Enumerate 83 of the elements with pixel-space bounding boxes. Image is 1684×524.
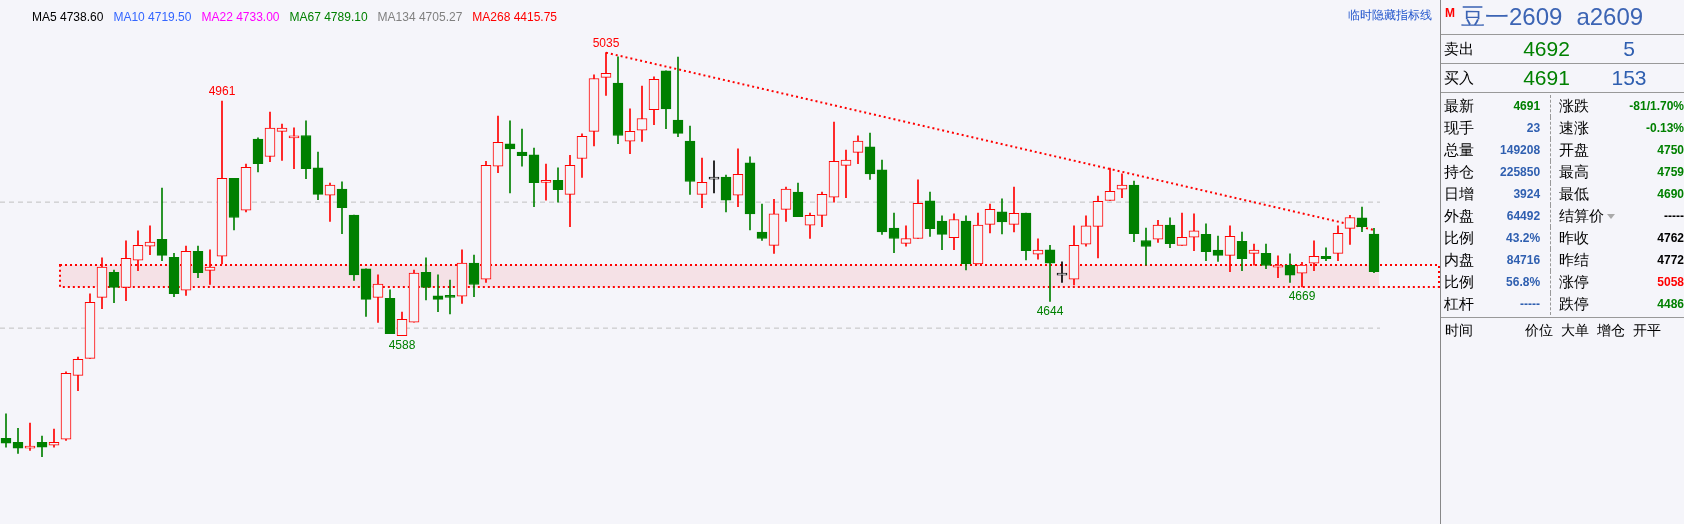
candlestick: [672, 56, 684, 138]
text: 64492: [1480, 205, 1552, 227]
text: 时间: [1445, 322, 1473, 340]
text: 比例: [1443, 272, 1475, 292]
text: 大单: [1561, 322, 1589, 340]
text: -81/1.70%: [1628, 99, 1684, 113]
text: 持仓: [1443, 162, 1475, 182]
text: -----: [1663, 209, 1684, 223]
text: 日增: [1443, 184, 1475, 204]
text: 买入: [1444, 68, 1475, 88]
text: 最低: [1559, 184, 1590, 204]
text: 225850: [1480, 161, 1552, 183]
text: 4759: [1656, 165, 1684, 179]
text: 涨跌: [1559, 96, 1590, 116]
text: 4692: [1522, 37, 1571, 61]
text: 4644: [1036, 303, 1064, 318]
text: 56.8%: [1480, 271, 1552, 293]
candlestick: [48, 428, 60, 448]
text: 结算价: [1559, 206, 1605, 226]
candlestick: [1188, 213, 1200, 251]
text: 总量: [1443, 140, 1475, 160]
text: 153: [1610, 66, 1648, 90]
text: 4691: [1480, 95, 1552, 117]
text: 开平: [1633, 322, 1661, 340]
candlestick: [840, 149, 852, 198]
text: 外盘: [1443, 206, 1475, 226]
text: 临时隐藏指标线: [1348, 7, 1432, 24]
text: MA5 4738.60: [32, 10, 104, 24]
candlestick: [1140, 227, 1152, 266]
text: 4762: [1656, 231, 1684, 245]
text: 84716: [1480, 249, 1552, 271]
text: 豆一2609: [1461, 2, 1563, 32]
text: 增仓: [1597, 322, 1625, 340]
text: 跌停: [1559, 294, 1590, 314]
text: 昨收: [1559, 228, 1590, 248]
text: MA134 4705.27: [377, 10, 463, 24]
text: 4750: [1656, 143, 1684, 157]
text: MA22 4733.00: [201, 10, 280, 24]
text: 昨结: [1559, 250, 1590, 270]
candlestick: [540, 163, 552, 201]
text: 3924: [1480, 183, 1552, 205]
candlestick: [276, 123, 288, 161]
candlestick: [156, 187, 168, 261]
text: 开盘: [1559, 140, 1590, 160]
text: a2609: [1576, 3, 1644, 31]
text: MA10 4719.50: [113, 10, 192, 24]
candlestick: [1056, 261, 1068, 283]
text: 4690: [1656, 187, 1684, 201]
candlestick: [432, 274, 444, 312]
text: MA268 4415.75: [472, 10, 558, 24]
text: 现手: [1443, 118, 1475, 138]
text: 4669: [1288, 289, 1316, 304]
candlestick: [1044, 245, 1056, 302]
text: 4486: [1656, 297, 1684, 311]
text: 比例: [1443, 228, 1475, 248]
candlestick: [1212, 235, 1224, 262]
text: -----: [1480, 293, 1552, 315]
text: 涨停: [1559, 272, 1590, 292]
text: 速涨: [1559, 118, 1590, 138]
text: 卖出: [1444, 39, 1475, 59]
text: 4691: [1522, 66, 1571, 90]
text: MA67 4789.10: [289, 10, 368, 24]
text: 内盘: [1443, 250, 1475, 270]
text: 4772: [1656, 253, 1684, 267]
text: 5058: [1656, 275, 1684, 289]
text: M: [1445, 6, 1455, 20]
text: 5: [1622, 37, 1636, 61]
candlestick: [1116, 173, 1128, 198]
candlestick: [636, 85, 648, 142]
text: 149208: [1480, 139, 1552, 161]
text: 4961: [208, 84, 236, 99]
text: 杠杆: [1443, 294, 1475, 314]
text: 43.2%: [1480, 227, 1552, 249]
text: 最新: [1443, 96, 1475, 116]
candlestick: [444, 279, 456, 315]
candlestick: [0, 413, 12, 448]
candlestick: [756, 203, 768, 241]
text: -0.13%: [1645, 121, 1684, 135]
text: 最高: [1559, 162, 1590, 182]
text: 价位: [1525, 322, 1553, 340]
text: 5035: [592, 35, 620, 50]
text: 4588: [388, 338, 416, 353]
text: 23: [1480, 117, 1552, 139]
